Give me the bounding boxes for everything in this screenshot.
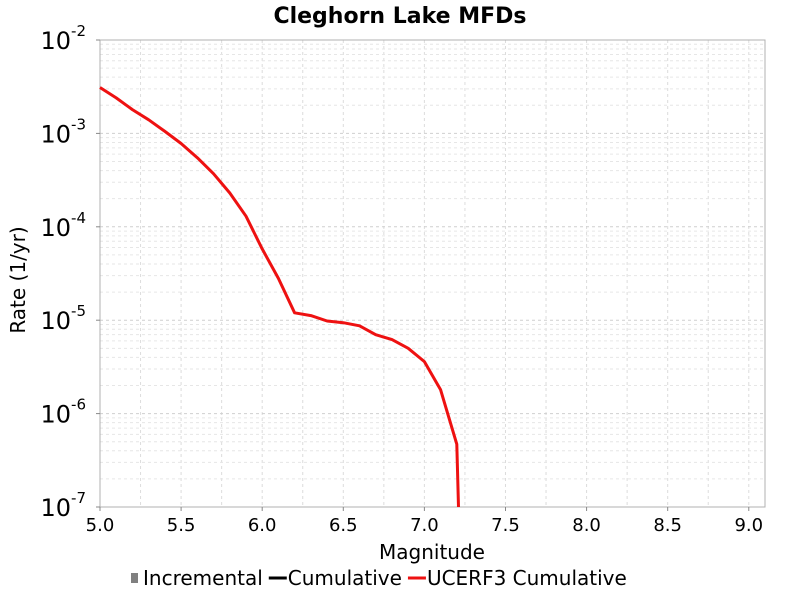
x-axis-label: Magnitude (379, 540, 485, 564)
y-tick-base: 10 (40, 214, 71, 242)
x-axis-ticks: 5.0 5.5 6.0 6.5 7.0 7.5 8.0 8.5 9.0 (86, 507, 763, 536)
x-tick-label: 6.0 (248, 515, 277, 536)
x-tick-label: 9.0 (734, 515, 763, 536)
y-tick-label: 10-3 (40, 115, 86, 148)
plot-area (99, 39, 766, 508)
y-axis-label: Rate (1/yr) (6, 226, 30, 333)
y-tick-exponent: -2 (71, 22, 86, 40)
legend-label: Incremental (143, 566, 263, 590)
y-tick-base: 10 (40, 120, 71, 148)
y-tick-label: 10-7 (40, 489, 86, 522)
legend-label: Cumulative (288, 566, 402, 590)
y-tick-exponent: -3 (71, 115, 86, 133)
y-tick-exponent: -7 (71, 489, 86, 507)
y-tick-label: 10-2 (40, 22, 86, 55)
y-tick-label: 10-5 (40, 302, 86, 335)
x-tick-label: 5.0 (86, 515, 115, 536)
x-tick-label: 8.0 (572, 515, 601, 536)
legend: Incremental Cumulative UCERF3 Cumulative (131, 566, 627, 590)
legend-swatch-incremental (131, 573, 138, 583)
x-tick-label: 7.0 (410, 515, 439, 536)
y-tick-base: 10 (40, 401, 71, 429)
legend-label: UCERF3 Cumulative (427, 566, 627, 590)
y-tick-label: 10-4 (40, 209, 86, 242)
series-line-ucerf3-cumulative (99, 86, 460, 508)
y-axis-ticks: 10-210-310-410-510-610-7 (40, 22, 100, 522)
y-tick-exponent: -5 (71, 302, 86, 320)
y-tick-label: 10-6 (40, 396, 86, 429)
y-tick-base: 10 (40, 307, 71, 335)
y-tick-base: 10 (40, 494, 71, 522)
x-tick-label: 8.5 (653, 515, 682, 536)
y-tick-exponent: -6 (71, 396, 86, 414)
grid-lines (100, 40, 765, 507)
x-tick-label: 5.5 (167, 515, 196, 536)
y-tick-exponent: -4 (71, 209, 86, 227)
series-layer (99, 86, 460, 508)
y-tick-base: 10 (40, 27, 71, 55)
x-tick-label: 7.5 (491, 515, 520, 536)
x-tick-label: 6.5 (329, 515, 358, 536)
chart-title: Cleghorn Lake MFDs (273, 4, 526, 29)
